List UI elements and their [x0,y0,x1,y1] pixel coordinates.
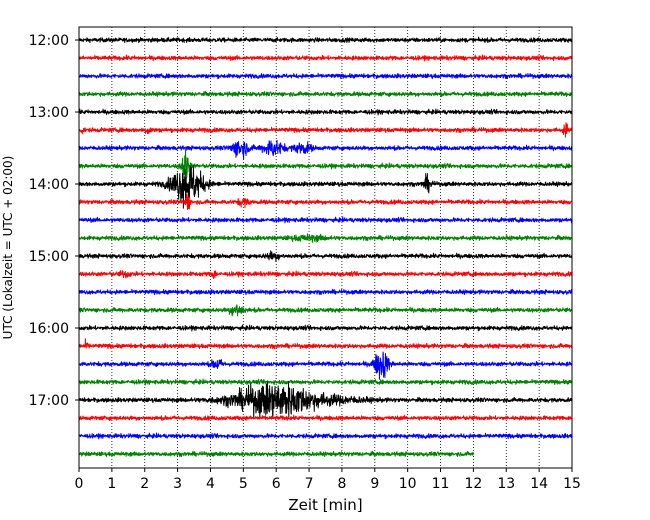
trace-1645 [78,378,573,386]
x-tick-label: 0 [75,476,84,492]
trace-1430 [78,216,573,224]
y-tick-label: 13:00 [29,105,69,121]
trace-1230 [78,72,573,80]
trace-1600 [78,324,573,332]
x-tick-label: 3 [173,476,182,492]
trace-series [78,36,573,458]
x-tick-label: 11 [432,476,450,492]
trace-1315 [78,122,573,138]
plot-frame [78,26,573,469]
trace-1330 [78,139,573,160]
trace-1515 [78,270,573,279]
x-tick-label: 1 [107,476,116,492]
x-axis-ticks: 0 1 2 3 4 5 6 7 8 9 10 11 12 13 14 15 [75,468,581,492]
trace-1215 [78,54,573,62]
trace-1445 [78,233,573,243]
trace-1245 [78,90,573,98]
trace-1700 [78,380,573,420]
y-tick-label: 17:00 [29,393,69,409]
trace-1730 [78,432,573,440]
trace-1300 [78,108,573,116]
trace-1745 [78,450,474,458]
x-tick-label: 7 [305,476,314,492]
y-tick-label: 16:00 [29,321,69,337]
x-tick-label: 10 [399,476,417,492]
trace-1715 [78,414,573,422]
y-tick-label: 14:00 [29,177,69,193]
x-tick-label: 12 [464,476,482,492]
trace-1630 [78,351,573,380]
x-tick-label: 9 [370,476,379,492]
x-tick-label: 15 [563,476,581,492]
x-tick-label: 4 [206,476,215,492]
x-tick-label: 6 [272,476,281,492]
y-tick-label: 15:00 [29,249,69,265]
trace-1200 [78,36,573,44]
y-axis-ticks: 12:00 13:00 14:00 15:00 16:00 17:00 [29,33,79,409]
trace-1545 [78,304,573,317]
trace-1530 [78,288,573,296]
x-axis-label: Zeit [min] [288,496,362,514]
y-axis-label: UTC (Lokalzeit = UTC + 02:00) [1,156,15,340]
x-tick-label: 5 [239,476,248,492]
trace-1415 [78,193,573,210]
trace-1615 [78,338,573,350]
trace-1345 [78,146,573,179]
trace-1500 [78,250,573,263]
x-tick-label: 8 [337,476,346,492]
y-tick-label: 12:00 [29,33,69,49]
trace-1400 [78,164,573,209]
x-tick-label: 2 [140,476,149,492]
x-tick-label: 14 [530,476,548,492]
x-tick-label: 13 [497,476,515,492]
